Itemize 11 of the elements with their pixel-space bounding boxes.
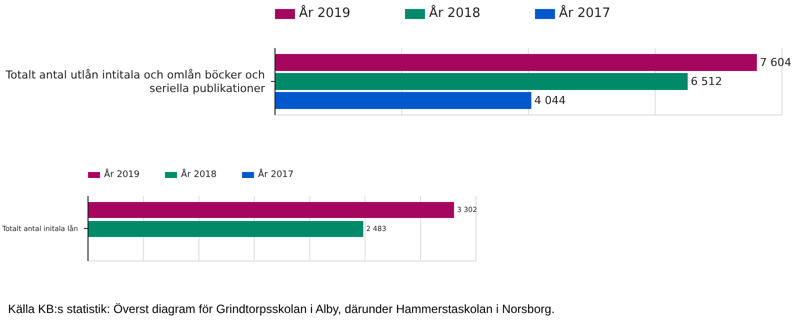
data-label: 7 604 <box>760 56 792 69</box>
data-label: 6 512 <box>690 75 722 88</box>
text: Källa KB:s statistik: Överst diagram för Grindtorpsskolan i Alby, därunder Hammerstaskolan i Norsborg. <box>8 302 555 316</box>
data-label: 4 044 <box>534 94 566 107</box>
legend-label: År 2018 <box>181 170 217 180</box>
legend-label: År 2019 <box>299 6 350 21</box>
legend-label: År 2017 <box>258 170 294 180</box>
legend-label: År 2018 <box>429 6 480 21</box>
legend-label: År 2017 <box>559 6 610 21</box>
legend-label: År 2019 <box>104 170 140 180</box>
y-tick-label: Totalt antal utlån intitala och omlån böcker och seriella publikationer <box>4 68 266 96</box>
